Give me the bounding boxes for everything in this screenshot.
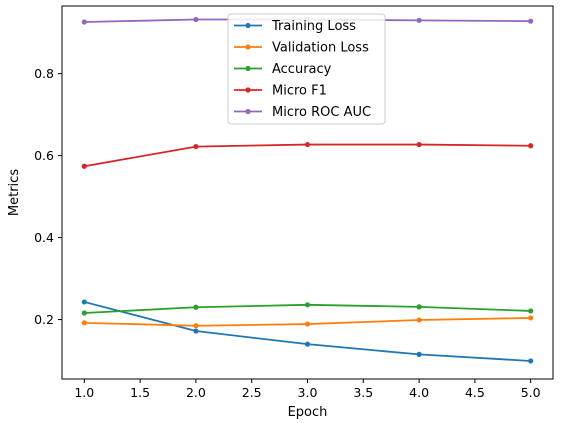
y-tick-label: 0.8 [34,66,54,81]
x-tick-label: 4.0 [409,385,429,400]
x-tick-label: 4.5 [465,385,485,400]
data-point [304,141,311,148]
x-tick-label: 2.0 [186,385,206,400]
series-micro-f1 [81,141,534,169]
data-point [81,19,87,25]
legend-marker [245,22,251,29]
legend-marker [245,108,251,115]
y-axis-label: Metrics [7,169,22,216]
legend-item: Accuracy [234,62,332,77]
legend-item: Micro F1 [234,84,327,99]
data-point [416,17,422,23]
legend-label: Micro F1 [272,84,327,99]
data-point [193,304,199,310]
legend-label: Validation Loss [272,41,369,56]
series-validation-loss [81,315,534,329]
x-tick-label: 1.0 [74,385,94,400]
x-tick-label: 2.5 [242,385,262,400]
legend-item: Training Loss [234,19,356,34]
data-point [416,304,422,310]
data-point [193,328,199,334]
legend-box [227,13,386,125]
legend-item: Validation Loss [234,41,369,56]
data-point [193,16,199,23]
x-tick-label: 1.5 [130,385,150,400]
x-tick-label: 5.0 [521,385,541,400]
series-accuracy [81,302,534,316]
legend-label: Accuracy [272,62,332,77]
data-point [528,18,534,24]
data-point [528,308,534,314]
data-point [193,143,199,150]
data-point [304,341,311,347]
data-point [528,315,534,321]
data-point [81,320,87,326]
data-point [528,143,534,149]
x-axis: 1.0 1.5 2.0 2.5 3.0 3.5 4.0 4.5 5.0 [74,379,541,400]
data-point [81,299,87,305]
x-axis-label: Epoch [288,405,328,420]
series-layer [81,16,534,364]
data-point [304,321,311,327]
legend-marker [245,65,251,72]
y-axis: 0.2 0.4 0.6 0.8 [34,66,62,327]
data-point [81,310,87,316]
y-tick-label: 0.2 [34,312,54,327]
data-point [528,358,534,364]
legend: Training Loss Validation Loss Accuracy Micr… [227,13,386,125]
y-tick-label: 0.6 [34,148,54,163]
series-training-loss [81,299,534,364]
data-point [416,141,422,148]
x-tick-label: 3.0 [298,385,318,400]
data-point [304,302,311,308]
data-point [416,317,422,323]
x-tick-label: 3.5 [353,385,373,400]
legend-label: Micro ROC AUC [272,105,371,120]
legend-marker [245,44,251,50]
legend-marker [245,87,251,93]
legend-item: Micro ROC AUC [234,105,371,120]
data-point [81,163,87,169]
data-point [193,323,199,329]
legend-label: Training Loss [271,19,356,34]
y-tick-label: 0.4 [34,230,54,245]
data-point [416,351,422,358]
